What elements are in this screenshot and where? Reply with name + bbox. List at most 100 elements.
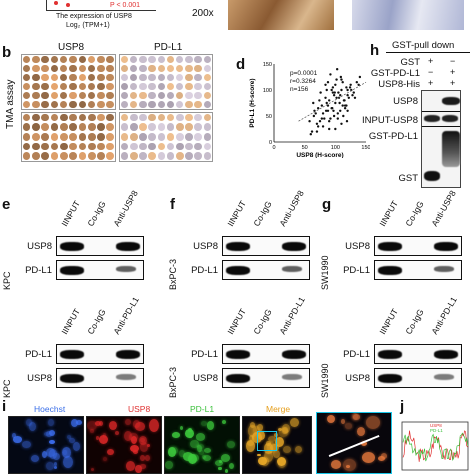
tma-core — [203, 55, 211, 64]
cell-signal — [278, 428, 289, 438]
tma-core — [194, 82, 202, 91]
cell-signal — [107, 448, 114, 455]
cell-signal — [200, 420, 208, 427]
tma-core — [87, 152, 96, 160]
cell-line-label: SW1990 — [320, 255, 330, 290]
scatter-point — [346, 109, 349, 112]
tma-core — [41, 73, 49, 82]
cell-signal — [188, 453, 197, 464]
pulldown-row-usp8-label: USP8 — [393, 96, 418, 107]
blot-strip — [222, 236, 310, 256]
tma-core — [97, 82, 105, 91]
tma-core — [22, 82, 31, 91]
cell-signal — [340, 418, 345, 424]
tma-core — [97, 113, 105, 122]
scatter-point — [353, 96, 357, 99]
cell-signal — [229, 463, 235, 470]
tma-core — [41, 132, 50, 141]
scatter-point — [328, 120, 331, 123]
cell-signal — [248, 425, 258, 437]
cell-signal — [344, 423, 352, 429]
tma-core — [120, 91, 129, 100]
blot-strip — [374, 344, 462, 364]
tma-core — [194, 91, 202, 100]
scatter-point — [343, 104, 347, 107]
line-profile-chart — [401, 421, 469, 471]
lane-label: Co-IgG — [403, 199, 426, 228]
tma-core — [148, 91, 156, 100]
cell-line-label: KPC — [2, 271, 12, 290]
cell-line-label: BxPC-3 — [168, 258, 178, 290]
tma-core — [50, 55, 59, 64]
tma-core — [50, 82, 59, 91]
tma-core — [139, 55, 147, 64]
panel-g-letter: g — [322, 196, 332, 213]
tma-core — [41, 152, 50, 160]
scatter-point — [312, 101, 315, 105]
blot-band — [378, 242, 402, 251]
tma-core — [106, 100, 114, 109]
cell-signal — [263, 450, 273, 462]
cell-signal — [140, 464, 146, 469]
tma-core — [59, 100, 68, 109]
tma-core — [41, 91, 49, 100]
tma-core — [32, 91, 40, 100]
cell-signal — [283, 446, 291, 454]
cell-signal — [138, 435, 148, 446]
tma-core — [32, 73, 40, 82]
scatter-point — [319, 91, 322, 94]
tma-core — [120, 132, 129, 141]
tma-core — [148, 82, 156, 91]
tma-core — [78, 100, 86, 109]
tma-core — [87, 142, 96, 151]
blot-band-gst — [424, 171, 440, 181]
scatter-point — [335, 68, 339, 71]
blot-row-label: PD-L1 — [25, 349, 52, 360]
tma-core — [106, 132, 115, 141]
tma-core — [59, 64, 68, 73]
cell-signal — [249, 434, 255, 442]
tma-core — [59, 113, 68, 122]
cell-signal — [147, 443, 151, 448]
blot-row-label: PD-L1 — [343, 265, 370, 276]
micro-image-usp8 — [86, 416, 162, 474]
scatter-point — [314, 112, 317, 115]
tma-core — [194, 142, 202, 151]
tma-core — [78, 142, 87, 151]
tma-core — [166, 64, 175, 73]
tma-core — [148, 113, 156, 122]
blot-strip — [222, 260, 310, 280]
y-tick-label: 50 — [266, 114, 272, 120]
tma-core — [166, 123, 175, 131]
tma-core — [32, 64, 40, 73]
cell-signal — [218, 459, 223, 463]
tma-core — [97, 100, 105, 109]
cell-signal — [46, 461, 55, 471]
tma-core — [87, 123, 96, 132]
scatter-chart: 00 50 50 100 100 150 150 USP8 (H-score) PD-L1 (H… — [249, 62, 370, 158]
tma-core — [175, 55, 184, 64]
cell-signal — [222, 420, 227, 425]
cell-signal — [167, 447, 176, 457]
tma-core — [139, 64, 147, 73]
tma-side-label: TMA assay — [5, 79, 16, 129]
blot-band — [282, 242, 306, 251]
tma-core — [69, 123, 77, 132]
tma-core — [69, 152, 77, 160]
profile-line-pdl1 — [402, 432, 469, 462]
tma-core — [97, 132, 105, 141]
cell-signal — [98, 434, 108, 444]
cell-signal — [148, 419, 159, 433]
scatter-point — [316, 107, 320, 110]
blot-row-label: USP8 — [27, 241, 52, 252]
tma-core — [185, 142, 193, 151]
scatter-point — [326, 109, 330, 112]
tma-core — [120, 73, 129, 82]
tma-core — [59, 123, 68, 132]
channel-label-merge: Merge — [266, 404, 291, 414]
x-tick-label: 50 — [302, 145, 308, 151]
channel-label-usp8: USP8 — [128, 404, 151, 414]
cell-signal — [203, 447, 211, 454]
tma-core — [87, 55, 96, 64]
cell-signal — [361, 451, 375, 463]
